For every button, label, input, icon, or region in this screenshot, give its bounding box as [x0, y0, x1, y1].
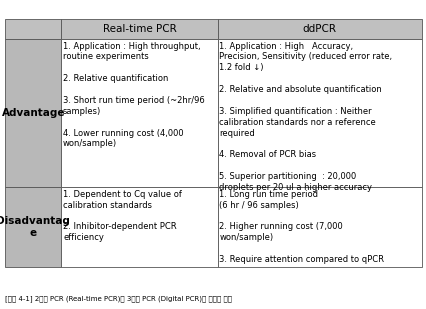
Bar	[61, 19, 217, 39]
Text: won/sample): won/sample)	[63, 139, 117, 148]
Text: 1. Application : High throughput,: 1. Application : High throughput,	[63, 42, 200, 51]
Bar	[217, 187, 421, 267]
Text: required: required	[219, 129, 254, 138]
Text: Precision, Sensitivity (reduced error rate,: Precision, Sensitivity (reduced error ra…	[219, 53, 391, 61]
Bar	[61, 187, 217, 267]
Bar	[5, 19, 61, 39]
Text: Disadvantag
e: Disadvantag e	[0, 216, 70, 238]
Text: calibration standards: calibration standards	[63, 201, 152, 210]
Bar	[5, 39, 61, 187]
Text: calibration standards nor a reference: calibration standards nor a reference	[219, 118, 375, 127]
Text: 3. Require attention compared to qPCR: 3. Require attention compared to qPCR	[219, 255, 383, 264]
Text: 2. Higher running cost (7,000: 2. Higher running cost (7,000	[219, 222, 343, 231]
Text: 3. Short run time period (~2hr/96: 3. Short run time period (~2hr/96	[63, 96, 204, 105]
Text: droplets per 20 ul a higher accuracy: droplets per 20 ul a higher accuracy	[219, 183, 371, 192]
Text: won/sample): won/sample)	[219, 233, 273, 242]
Text: 1. Application : High   Accuracy,: 1. Application : High Accuracy,	[219, 42, 353, 51]
Bar	[61, 39, 217, 187]
Text: 4. Removal of PCR bias: 4. Removal of PCR bias	[219, 150, 316, 159]
Bar	[217, 19, 421, 39]
Text: Advantage: Advantage	[2, 108, 65, 118]
Text: Real-time PCR: Real-time PCR	[102, 23, 176, 33]
Text: (6 hr / 96 samples): (6 hr / 96 samples)	[219, 201, 299, 210]
Text: 3. Simplified quantification : Neither: 3. Simplified quantification : Neither	[219, 107, 371, 116]
Text: [그림 4-1] 2세대 PCR (Real-time PCR)과 3세대 PCR (Digital PCR)의 장단점 비교: [그림 4-1] 2세대 PCR (Real-time PCR)과 3세대 PC…	[5, 295, 232, 302]
Text: ddPCR: ddPCR	[302, 23, 336, 33]
Text: 2. Relative and absolute quantification: 2. Relative and absolute quantification	[219, 85, 381, 94]
Bar	[5, 187, 61, 267]
Text: 1. Dependent to Cq value of: 1. Dependent to Cq value of	[63, 190, 181, 199]
Text: 2. Relative quantification: 2. Relative quantification	[63, 74, 168, 83]
Bar	[217, 39, 421, 187]
Text: 2. Inhibitor-dependent PCR: 2. Inhibitor-dependent PCR	[63, 222, 176, 231]
Text: routine experiments: routine experiments	[63, 53, 149, 61]
Text: samples): samples)	[63, 107, 101, 116]
Text: 4. Lower running cost (4,000: 4. Lower running cost (4,000	[63, 129, 183, 138]
Text: efficiency: efficiency	[63, 233, 104, 242]
Text: 5. Superior partitioning  : 20,000: 5. Superior partitioning : 20,000	[219, 172, 356, 181]
Text: 1.2 fold ↓): 1.2 fold ↓)	[219, 63, 263, 72]
Text: 1. Long run time period: 1. Long run time period	[219, 190, 318, 199]
